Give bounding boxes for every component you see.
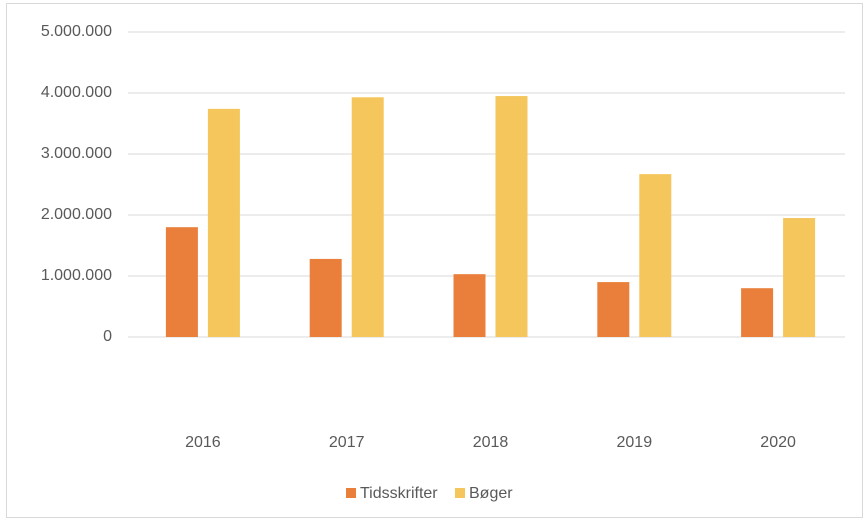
bar bbox=[741, 288, 774, 337]
x-tick-label: 2018 bbox=[473, 434, 509, 451]
bar bbox=[351, 97, 384, 338]
x-tick-label: 2020 bbox=[760, 434, 796, 451]
y-tick-label: 5.000.000 bbox=[41, 23, 112, 40]
bar bbox=[495, 96, 528, 337]
y-tick-label: 2.000.000 bbox=[41, 206, 112, 223]
bar bbox=[207, 108, 240, 337]
y-tick-label: 1.000.000 bbox=[41, 267, 112, 284]
bar bbox=[783, 218, 816, 337]
y-tick-label: 0 bbox=[103, 328, 112, 345]
bar bbox=[309, 258, 342, 337]
bar bbox=[165, 227, 198, 337]
legend-swatch bbox=[455, 488, 465, 498]
bar bbox=[639, 174, 672, 337]
bar bbox=[597, 282, 630, 337]
y-tick-label: 3.000.000 bbox=[41, 145, 112, 162]
y-tick-label: 4.000.000 bbox=[41, 84, 112, 101]
legend-swatch bbox=[346, 488, 356, 498]
chart-border bbox=[6, 3, 863, 518]
bar bbox=[453, 274, 486, 337]
x-tick-label: 2019 bbox=[617, 434, 653, 451]
legend-label: Tidsskrifter bbox=[360, 485, 438, 502]
x-tick-label: 2017 bbox=[329, 434, 365, 451]
legend-label: Bøger bbox=[469, 485, 513, 502]
x-tick-label: 2016 bbox=[185, 434, 221, 451]
